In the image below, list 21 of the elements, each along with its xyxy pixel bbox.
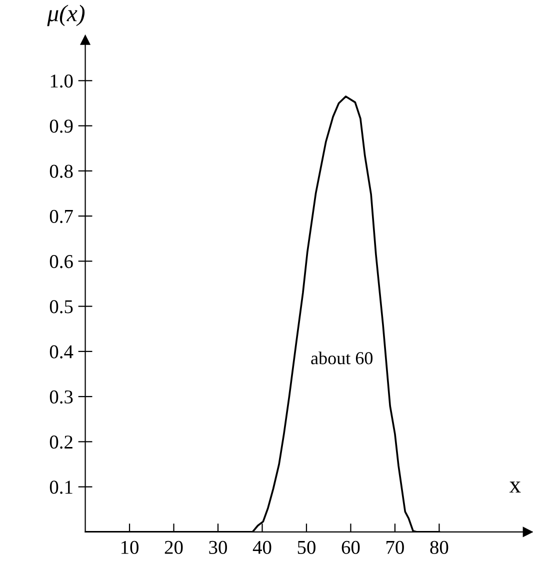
x-tick-label: 40 [252, 540, 272, 554]
y-tick-label: 0.8 [50, 164, 73, 178]
x-tick-label: 80 [430, 540, 448, 554]
y-tick-label: 0.1 [50, 480, 72, 494]
y-tick-label: 0.6 [50, 254, 73, 268]
annotation: about 60 [311, 352, 373, 364]
x-tick-label: 70 [386, 540, 404, 554]
y-tick-label: 0.4 [50, 345, 74, 358]
y-tick-label: 0.3 [50, 390, 73, 404]
y-tick-label: 0.7 [50, 210, 73, 224]
y-tick-label: 0.2 [50, 436, 72, 449]
y-tick-label: 1.0 [50, 74, 73, 88]
x-tick-label: 20 [164, 540, 183, 554]
x-axis-title: x [509, 482, 521, 492]
y-tick-label: 0.9 [50, 120, 73, 133]
y-tick-label: 0.5 [50, 300, 73, 314]
y-axis-title: μ(x) [47, 4, 85, 26]
x-tick-label: 30 [209, 540, 227, 554]
x-tick-label: 10 [122, 540, 138, 554]
x-tick-label: 50 [298, 540, 316, 554]
x-tick-label: 60 [342, 540, 360, 554]
